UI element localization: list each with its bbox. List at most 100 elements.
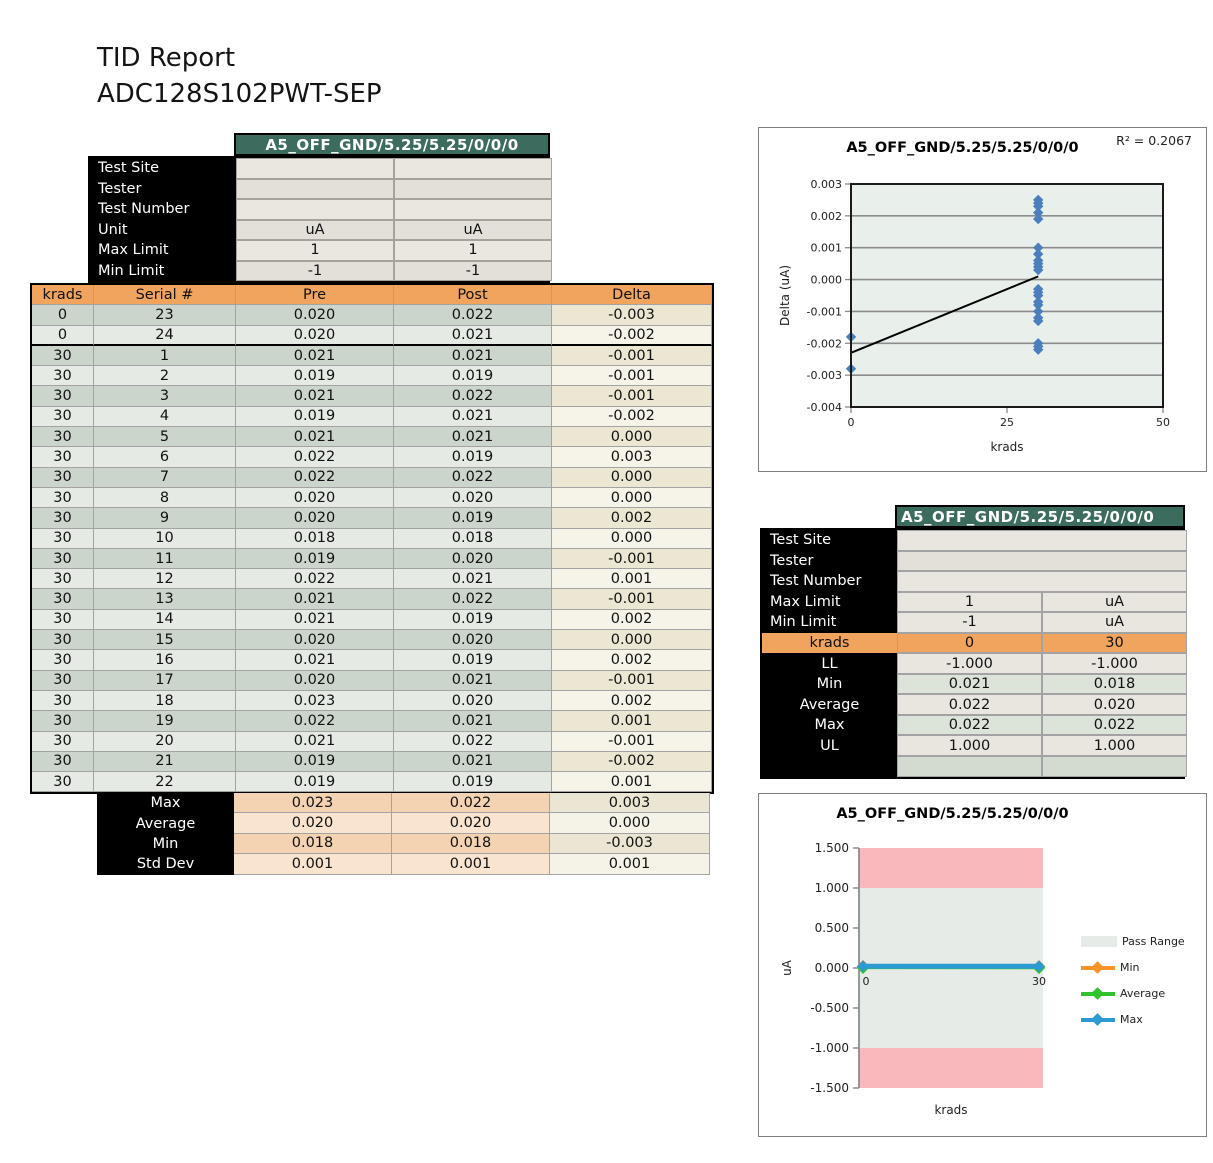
cell-krads: 30 xyxy=(32,650,94,671)
cell-serial: 11 xyxy=(94,548,236,570)
max-line-swatch xyxy=(1081,1012,1115,1026)
cell-serial: 12 xyxy=(94,569,236,590)
cell-post: 0.021 xyxy=(394,345,552,367)
cell-post: 0.020 xyxy=(394,487,552,509)
stats-value-30krads: -1.000 xyxy=(1042,653,1187,674)
chart-legend: Pass Range Min Average Max xyxy=(1081,935,1185,1026)
scatter-chart-title: A5_OFF_GND/5.25/5.25/0/0/0 xyxy=(846,140,1079,156)
y-tick-label: 1.500 xyxy=(815,841,849,855)
stats-krads-value: 0 xyxy=(897,632,1042,654)
cell-delta: -0.002 xyxy=(552,325,712,346)
cell-serial: 1 xyxy=(94,345,236,367)
cell-pre: 0.019 xyxy=(236,548,394,570)
cell-delta: 0.000 xyxy=(552,528,712,549)
cell-krads: 30 xyxy=(32,447,94,468)
cell-post: 0.022 xyxy=(394,305,552,326)
cell-delta: 0.000 xyxy=(552,467,712,488)
column-header: Pre xyxy=(236,285,394,306)
cell-krads: 30 xyxy=(32,772,94,793)
cell-serial: 3 xyxy=(94,386,236,407)
cell-delta: -0.002 xyxy=(552,751,712,773)
summary-table: Max 0.023 0.022 0.003 Average 0.020 0.020 0.000… xyxy=(97,793,710,875)
cell-krads: 30 xyxy=(32,630,94,651)
cell-krads: 30 xyxy=(32,751,94,773)
max-marker-icon xyxy=(1091,1012,1104,1026)
cell-krads: 30 xyxy=(32,690,94,712)
cell-serial: 9 xyxy=(94,508,236,529)
cell-post: 0.019 xyxy=(394,772,552,793)
cell-post: 0.021 xyxy=(394,325,552,346)
y-tick-label: 0.500 xyxy=(815,921,849,935)
cell-delta: -0.001 xyxy=(552,366,712,387)
legend-item-average: Average xyxy=(1081,986,1185,1000)
cell-krads: 30 xyxy=(32,589,94,610)
meta-value-cell xyxy=(394,158,552,179)
meta-value-cell: 1 xyxy=(236,240,394,261)
cell-krads: 30 xyxy=(32,609,94,631)
stats-meta-value: 1 xyxy=(897,591,1042,613)
pass-range-plot-svg: 1.500 1.000 0.500 0.000 -0.500 -1.000 -1.500 0 3… xyxy=(780,841,1046,1117)
cell-delta: 0.002 xyxy=(552,650,712,671)
cell-krads: 30 xyxy=(32,366,94,387)
stats-meta-value: -1 xyxy=(897,612,1042,633)
cell-delta: 0.000 xyxy=(552,487,712,509)
trendline xyxy=(850,275,1039,354)
cell-post: 0.019 xyxy=(394,650,552,671)
y-axis-label: Delta (uA) xyxy=(778,265,792,326)
cell-serial: 13 xyxy=(94,589,236,610)
y-tick-label: -1.000 xyxy=(810,1041,849,1055)
stats-row-label: UL xyxy=(762,735,897,757)
meta-value-cell xyxy=(236,158,394,179)
cell-pre: 0.022 xyxy=(236,467,394,488)
cell-pre: 0.019 xyxy=(236,751,394,773)
stats-condition-header: A5_OFF_GND/5.25/5.25/0/0/0 xyxy=(895,505,1185,528)
meta-row-label: Max Limit xyxy=(90,240,236,261)
stats-meta-value: uA xyxy=(1042,591,1187,613)
fail-band-lower xyxy=(859,1048,1043,1088)
cell-serial: 7 xyxy=(94,467,236,488)
cell-krads: 30 xyxy=(32,569,94,590)
cell-delta: 0.000 xyxy=(552,427,712,448)
y-tick-label: 0.003 xyxy=(811,178,843,191)
cell-delta: 0.002 xyxy=(552,609,712,631)
y-tick-label: -0.001 xyxy=(807,305,842,318)
cell-krads: 30 xyxy=(32,670,94,691)
scatter-point xyxy=(1033,315,1044,327)
cell-krads: 30 xyxy=(32,427,94,448)
cell-serial: 8 xyxy=(94,487,236,509)
cell-delta: 0.002 xyxy=(552,508,712,529)
cell-krads: 30 xyxy=(32,731,94,752)
stats-meta-value: uA xyxy=(1042,612,1187,633)
stats-value-0krads: 0.022 xyxy=(897,714,1042,736)
cell-krads: 30 xyxy=(32,406,94,428)
column-header: krads xyxy=(32,285,94,306)
summary-post-cell: 0.022 xyxy=(392,793,550,814)
cell-delta: -0.001 xyxy=(552,589,712,610)
cell-krads: 30 xyxy=(32,528,94,549)
device-part-number: ADC128S102PWT-SEP xyxy=(97,79,382,109)
stats-meta-value xyxy=(897,571,1187,592)
x-tick-label: 0 xyxy=(863,975,870,988)
cell-pre: 0.021 xyxy=(236,731,394,752)
cell-delta: -0.003 xyxy=(552,305,712,326)
stats-value-30krads xyxy=(1042,756,1187,777)
cell-post: 0.021 xyxy=(394,427,552,448)
cell-serial: 2 xyxy=(94,366,236,387)
cell-pre: 0.022 xyxy=(236,569,394,590)
cell-serial: 17 xyxy=(94,670,236,691)
stats-row-label: LL xyxy=(762,653,897,674)
meta-value-cell xyxy=(236,199,394,220)
cell-post: 0.020 xyxy=(394,548,552,570)
cell-post: 0.021 xyxy=(394,751,552,773)
cell-krads: 30 xyxy=(32,467,94,488)
cell-pre: 0.021 xyxy=(236,427,394,448)
legend-item-min: Min xyxy=(1081,960,1185,974)
series-marker-max xyxy=(857,960,869,973)
summary-row-label: Average xyxy=(97,813,234,834)
cell-delta: 0.001 xyxy=(552,772,712,793)
cell-pre: 0.020 xyxy=(236,630,394,651)
cell-post: 0.019 xyxy=(394,609,552,631)
cell-pre: 0.021 xyxy=(236,650,394,671)
page-title: TID Report ADC128S102PWT-SEP xyxy=(97,40,382,112)
